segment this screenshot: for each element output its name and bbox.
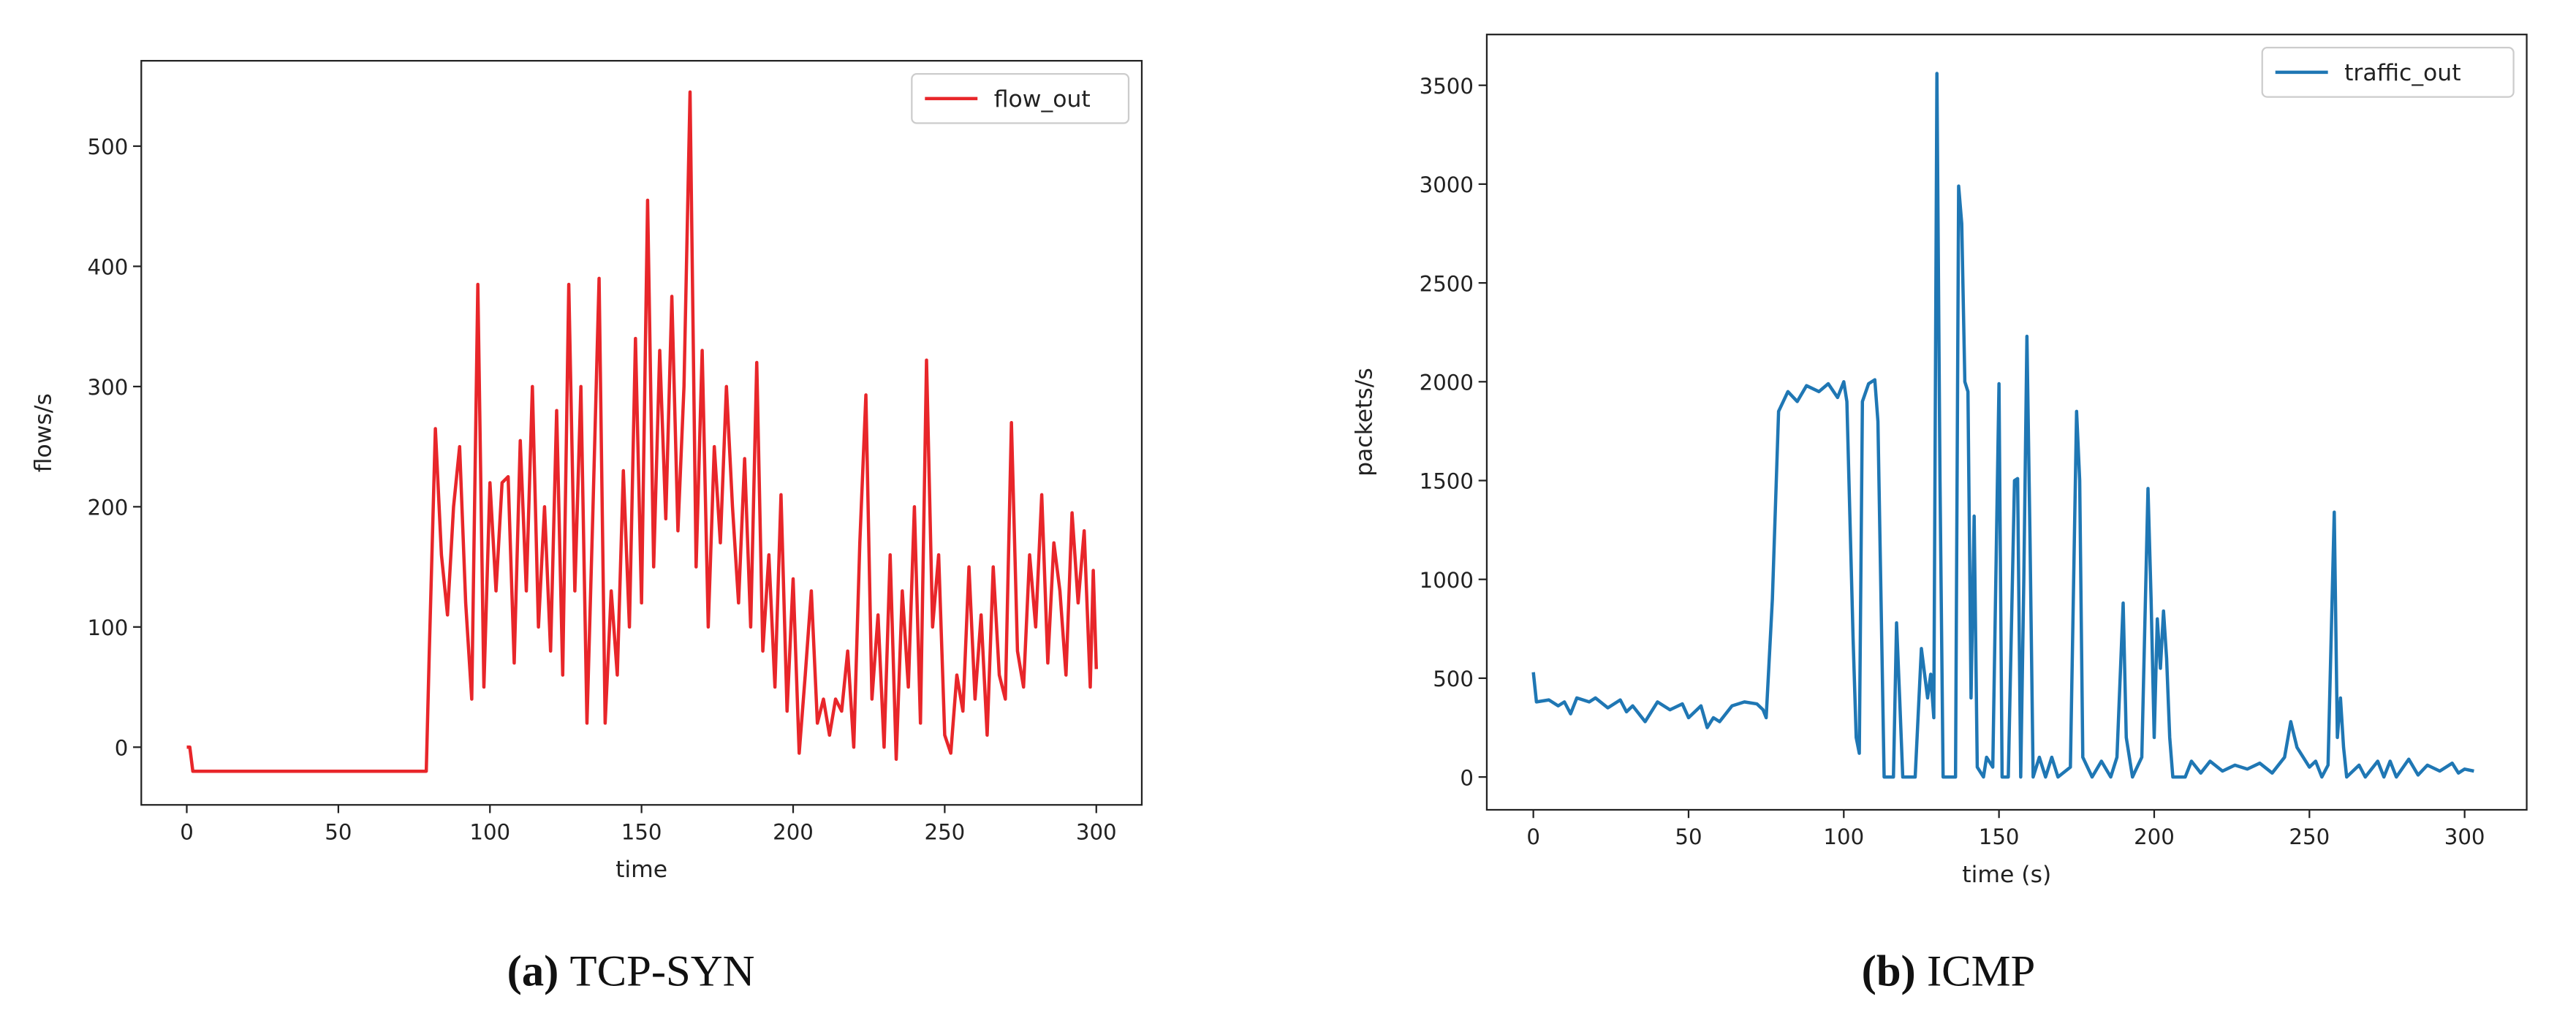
x-tick-label: 100 (469, 819, 510, 844)
y-tick-label: 400 (88, 255, 129, 280)
x-axis-label: time (615, 857, 667, 883)
x-tick-label: 100 (1823, 824, 1864, 849)
x-tick-label: 0 (180, 819, 194, 844)
x-tick-label: 300 (1076, 819, 1117, 844)
plot-frame (1485, 34, 2528, 811)
y-tick-label: 100 (88, 615, 129, 640)
data-line (186, 90, 1099, 773)
legend-label: traffic_out (2344, 60, 2461, 86)
x-tick-label: 300 (2444, 824, 2485, 849)
y-tick-label: 2000 (1420, 371, 1474, 395)
caption-text: ICMP (1927, 946, 2035, 995)
y-tick-label: 3000 (1420, 172, 1474, 197)
x-tick-label: 0 (1526, 824, 1540, 849)
y-tick-label: 200 (88, 496, 129, 520)
y-tick-label: 3500 (1420, 74, 1474, 99)
y-tick-label: 0 (1460, 765, 1474, 790)
x-tick-label: 150 (1979, 824, 2020, 849)
caption-label: (a) (507, 946, 559, 995)
caption: (b) ICMP (1862, 946, 2036, 995)
legend-box (2261, 47, 2515, 98)
x-tick-label: 150 (621, 819, 662, 844)
legend-label: flow_out (994, 86, 1091, 113)
y-tick-label: 1000 (1420, 568, 1474, 593)
y-tick-label: 0 (115, 736, 129, 761)
y-tick-label: 2500 (1420, 271, 1474, 296)
y-tick-label: 300 (88, 375, 129, 400)
data-line (1531, 72, 2474, 779)
legend-box (911, 73, 1130, 124)
y-axis-label: packets/s (1352, 368, 1378, 477)
plot-frame (140, 60, 1143, 806)
caption: (a) TCP-SYN (507, 946, 755, 995)
y-axis-label: flows/s (31, 393, 57, 472)
caption-text: TCP-SYN (570, 946, 755, 995)
y-tick-label: 1500 (1420, 469, 1474, 494)
x-tick-label: 200 (2134, 824, 2175, 849)
x-tick-label: 200 (773, 819, 814, 844)
caption-label: (b) (1862, 946, 1916, 995)
x-tick-label: 250 (925, 819, 966, 844)
x-tick-label: 50 (1675, 824, 1702, 849)
x-tick-label: 250 (2289, 824, 2330, 849)
x-axis-label: time (s) (1962, 862, 2051, 888)
x-tick-label: 50 (325, 819, 352, 844)
y-tick-label: 500 (1433, 667, 1474, 691)
y-tick-label: 500 (88, 134, 129, 159)
